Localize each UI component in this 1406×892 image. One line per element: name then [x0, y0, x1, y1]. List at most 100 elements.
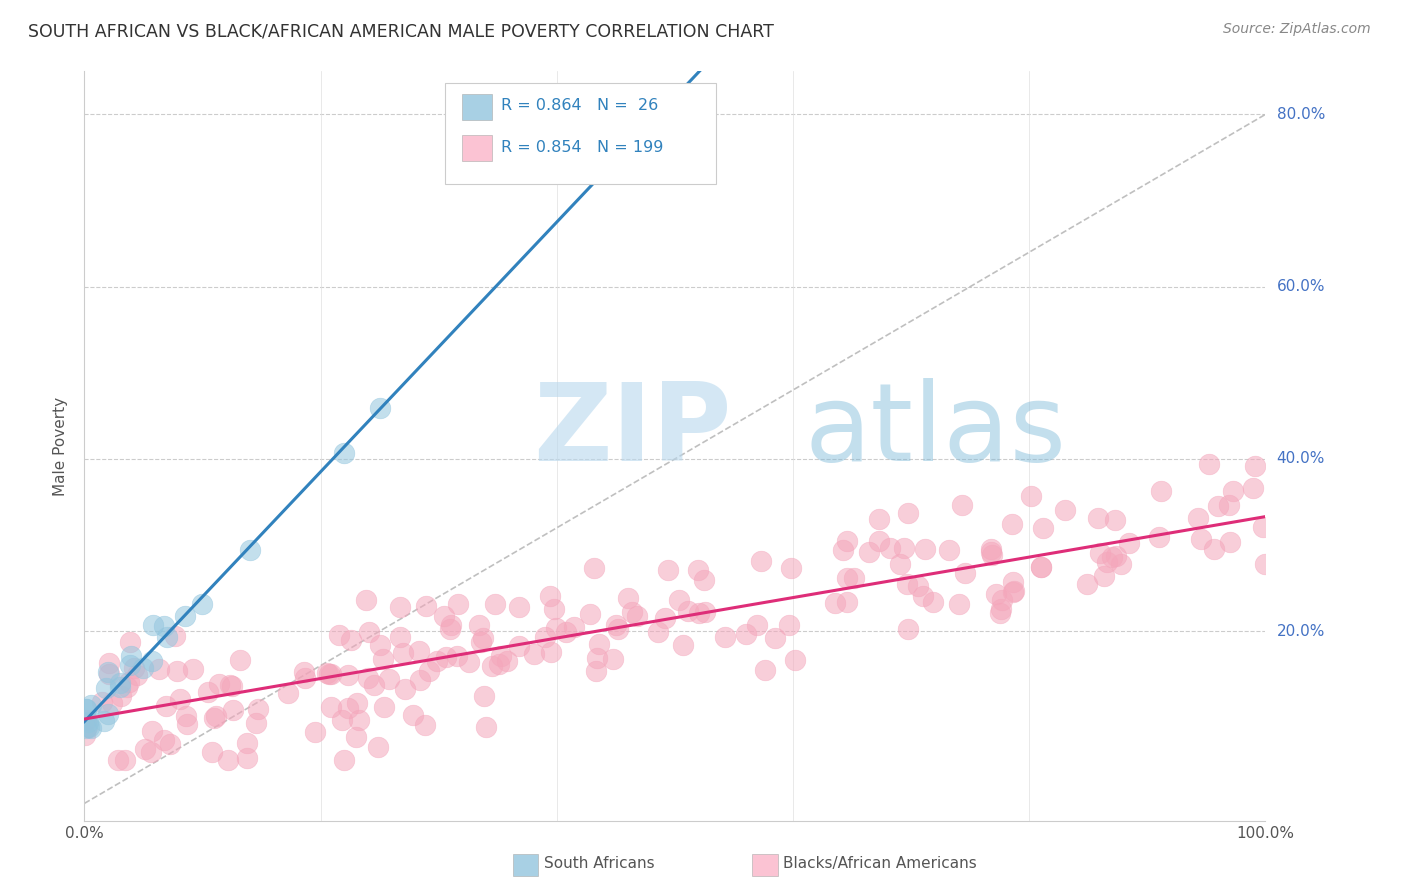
- Point: [990, 593, 1012, 607]
- Point: [654, 611, 676, 625]
- Point: [221, 679, 243, 693]
- Point: [671, 638, 693, 652]
- Point: [155, 699, 177, 714]
- Point: [554, 624, 576, 639]
- Point: [434, 650, 457, 665]
- Point: [1105, 549, 1128, 564]
- Point: [534, 630, 557, 644]
- Point: [626, 609, 648, 624]
- Point: [328, 628, 350, 642]
- Point: [356, 672, 378, 686]
- Point: [176, 717, 198, 731]
- Point: [229, 653, 252, 667]
- Point: [780, 560, 803, 574]
- Point: [938, 543, 960, 558]
- Point: [141, 724, 163, 739]
- Point: [676, 604, 699, 618]
- Point: [409, 673, 432, 688]
- Point: [75, 702, 97, 716]
- Point: [118, 634, 141, 648]
- Point: [159, 737, 181, 751]
- Point: [80, 698, 103, 712]
- Point: [868, 533, 890, 548]
- Point: [204, 711, 226, 725]
- Text: R = 0.854   N = 199: R = 0.854 N = 199: [502, 140, 664, 155]
- Point: [440, 618, 463, 632]
- Point: [783, 653, 806, 667]
- Point: [152, 732, 174, 747]
- Point: [418, 665, 440, 679]
- Text: R = 0.864   N =  26: R = 0.864 N = 26: [502, 97, 658, 112]
- Point: [294, 671, 316, 685]
- Point: [1076, 577, 1098, 591]
- Point: [474, 720, 496, 734]
- Point: [77, 720, 100, 734]
- Point: [80, 721, 103, 735]
- Point: [657, 563, 679, 577]
- Text: SOUTH AFRICAN VS BLACK/AFRICAN AMERICAN MALE POVERTY CORRELATION CHART: SOUTH AFRICAN VS BLACK/AFRICAN AMERICAN …: [28, 22, 773, 40]
- Point: [120, 657, 142, 672]
- Point: [402, 707, 425, 722]
- Point: [96, 681, 118, 695]
- FancyBboxPatch shape: [463, 135, 492, 161]
- Point: [368, 639, 391, 653]
- Point: [1029, 560, 1052, 574]
- Point: [897, 622, 920, 636]
- Point: [346, 696, 368, 710]
- Point: [889, 557, 911, 571]
- Point: [315, 666, 337, 681]
- Point: [713, 630, 735, 644]
- Point: [1218, 498, 1240, 512]
- Point: [585, 664, 607, 678]
- Point: [117, 680, 139, 694]
- Text: 60.0%: 60.0%: [1277, 279, 1324, 294]
- FancyBboxPatch shape: [444, 83, 716, 184]
- Point: [156, 631, 179, 645]
- Point: [1254, 557, 1277, 571]
- Point: [277, 686, 299, 700]
- Point: [77, 715, 100, 730]
- Point: [247, 702, 270, 716]
- Point: [446, 649, 468, 664]
- Point: [990, 601, 1012, 615]
- Point: [981, 548, 1004, 562]
- Point: [208, 677, 231, 691]
- Point: [1101, 550, 1123, 565]
- Point: [1187, 511, 1209, 525]
- Point: [122, 661, 145, 675]
- Point: [1032, 521, 1054, 535]
- Point: [107, 753, 129, 767]
- Point: [349, 713, 371, 727]
- Point: [778, 618, 800, 632]
- Point: [389, 599, 412, 614]
- Point: [1053, 503, 1076, 517]
- Point: [245, 715, 267, 730]
- Point: [488, 657, 510, 672]
- Point: [166, 664, 188, 678]
- Point: [921, 595, 943, 609]
- Point: [1109, 557, 1132, 571]
- Point: [693, 573, 716, 587]
- Point: [217, 753, 239, 767]
- Point: [602, 651, 624, 665]
- Point: [191, 597, 214, 611]
- Point: [222, 703, 245, 717]
- Point: [97, 665, 120, 680]
- Point: [163, 629, 186, 643]
- Text: 40.0%: 40.0%: [1277, 451, 1324, 467]
- Point: [1251, 520, 1274, 534]
- Point: [1208, 499, 1230, 513]
- Point: [837, 571, 859, 585]
- Point: [174, 608, 197, 623]
- Point: [319, 667, 342, 681]
- Point: [763, 631, 786, 645]
- Point: [481, 659, 503, 673]
- Point: [1118, 536, 1140, 550]
- Point: [607, 622, 630, 636]
- Point: [413, 718, 436, 732]
- Point: [1002, 574, 1025, 589]
- Text: Blacks/African Americans: Blacks/African Americans: [783, 856, 977, 871]
- Point: [484, 597, 506, 611]
- Point: [108, 680, 131, 694]
- Point: [508, 599, 530, 614]
